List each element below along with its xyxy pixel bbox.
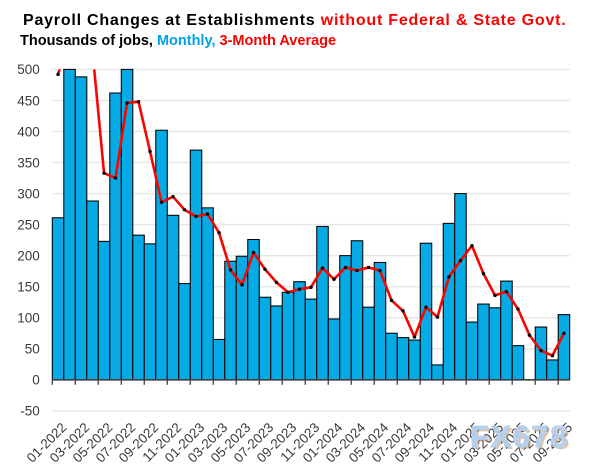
svg-text:-50: -50 [20, 404, 40, 419]
svg-text:300: 300 [17, 186, 40, 201]
svg-text:200: 200 [17, 248, 40, 263]
svg-text:500: 500 [17, 62, 40, 77]
svg-text:250: 250 [17, 217, 40, 232]
svg-text:450: 450 [17, 93, 40, 108]
svg-text:150: 150 [17, 279, 40, 294]
svg-text:400: 400 [17, 124, 40, 139]
svg-text:350: 350 [17, 155, 40, 170]
svg-text:0: 0 [32, 373, 40, 388]
svg-text:100: 100 [17, 311, 40, 326]
svg-text:50: 50 [25, 342, 40, 357]
